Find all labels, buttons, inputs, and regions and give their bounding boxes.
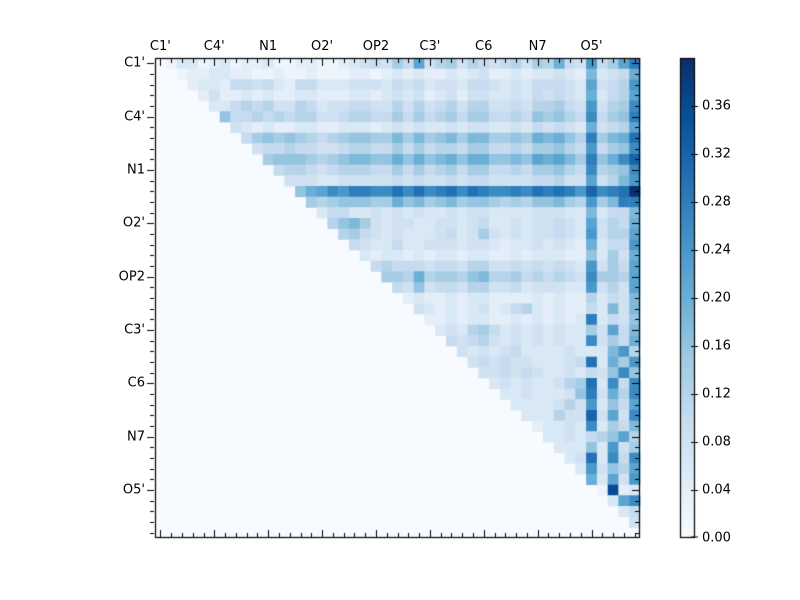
x-axis-tick-label: O2' bbox=[311, 39, 334, 54]
y-axis-tick-label: OP2 bbox=[118, 269, 145, 285]
y-axis-tick-label: O5' bbox=[122, 482, 145, 498]
x-axis-tick-label: C3' bbox=[419, 39, 441, 54]
y-axis-tick-label: C1' bbox=[124, 55, 145, 71]
x-axis-tick-label: C6 bbox=[475, 39, 493, 54]
x-axis-tick-label: O5' bbox=[580, 39, 603, 54]
colorbar-tick-label: 0.16 bbox=[702, 338, 731, 354]
colorbar-tick-label: 0.28 bbox=[702, 194, 731, 210]
x-axis-tick-label: OP2 bbox=[362, 39, 390, 54]
y-axis-tick-label: N7 bbox=[127, 429, 145, 445]
x-axis-tick-label: C4' bbox=[203, 39, 225, 54]
colorbar-tick-label: 0.04 bbox=[702, 482, 731, 498]
y-axis-tick-label: C4' bbox=[124, 109, 145, 125]
x-axis-tick-label: C1' bbox=[149, 39, 171, 54]
x-axis-tick-label: N7 bbox=[528, 39, 547, 54]
x-axis-tick-label: N1 bbox=[259, 39, 278, 54]
colorbar-tick-label: 0.32 bbox=[702, 146, 731, 162]
colorbar-tick-label: 0.08 bbox=[702, 434, 731, 450]
colorbar-tick-label: 0.24 bbox=[702, 242, 731, 258]
y-axis-tick-label: C3' bbox=[124, 322, 145, 338]
colorbar-tick-label: 0.12 bbox=[702, 386, 731, 402]
y-axis-tick-label: C6 bbox=[127, 375, 145, 391]
colorbar-tick-label: 0.00 bbox=[702, 530, 731, 546]
colorbar-tick-label: 0.20 bbox=[702, 290, 731, 306]
y-axis-tick-label: N1 bbox=[127, 162, 145, 178]
colorbar-tick-label: 0.36 bbox=[702, 98, 731, 114]
y-axis-tick-label: O2' bbox=[122, 215, 145, 231]
